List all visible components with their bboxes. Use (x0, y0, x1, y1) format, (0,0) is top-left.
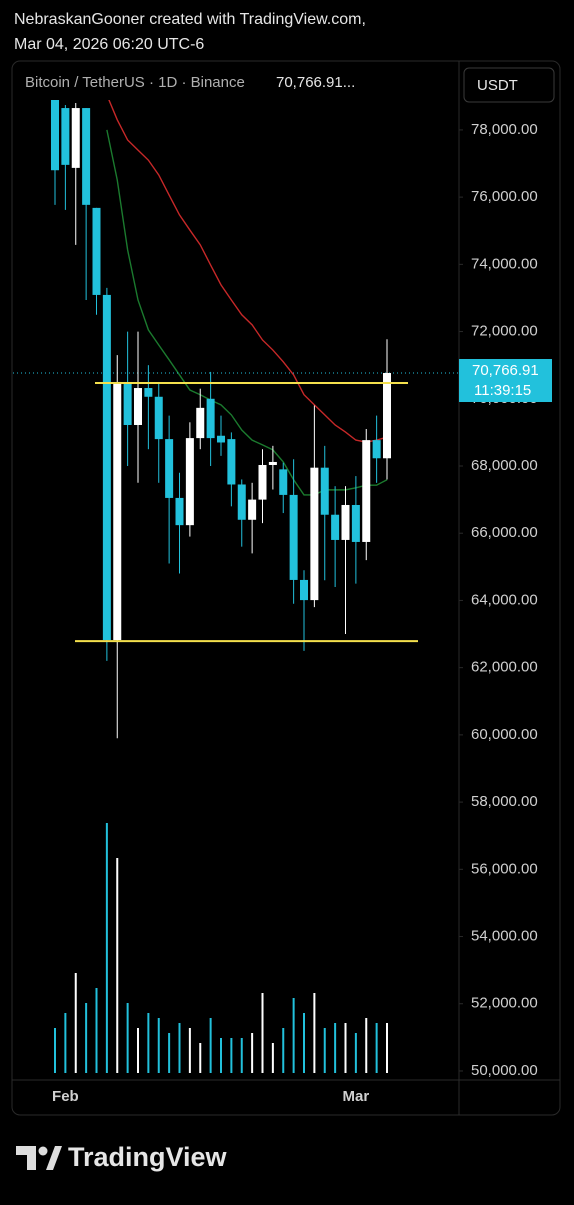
candle-body (320, 467, 329, 515)
volume-bar (85, 1003, 88, 1073)
candle-body (289, 494, 298, 580)
y-tick-label: 66,000.00 (471, 524, 538, 541)
y-tick-label: 64,000.00 (471, 591, 538, 608)
candle-body (362, 440, 371, 542)
candle-body (82, 108, 91, 205)
candle-body (51, 100, 59, 171)
moving-average (108, 100, 388, 443)
volume-bar (157, 1018, 160, 1073)
candle-body (123, 381, 132, 425)
price-badge (459, 359, 552, 403)
candle-body (279, 469, 288, 495)
volume-bar (313, 993, 316, 1073)
volume-bar (220, 1038, 222, 1073)
y-tick-label: 62,000.00 (471, 659, 538, 676)
x-tick-label: Feb (52, 1088, 79, 1105)
volume-bar (230, 1038, 233, 1073)
candle-body (206, 398, 215, 439)
volume-bar (188, 1028, 191, 1073)
last-value: 70,766.91... (276, 74, 355, 91)
volume-bar (251, 1033, 254, 1073)
candle-body (351, 504, 360, 542)
volume-bar (137, 1028, 139, 1073)
candle-body (61, 108, 70, 165)
price-badge-countdown: 11:39:15 (474, 382, 531, 399)
candle-body (71, 108, 80, 168)
candle-body (154, 396, 163, 440)
volume-bar (354, 1033, 357, 1073)
candle-body (113, 381, 122, 641)
candle-body (144, 388, 153, 397)
currency-button[interactable] (463, 67, 555, 103)
y-tick-label: 68,000.00 (471, 457, 538, 474)
candle-body (258, 464, 267, 500)
x-tick-label: Mar (343, 1088, 370, 1105)
volume-bar (240, 1038, 243, 1073)
candle-body (372, 440, 381, 459)
volume-bar (147, 1013, 150, 1073)
candle-body (300, 579, 308, 601)
candle-body (237, 484, 246, 520)
candle-body (134, 388, 142, 425)
volume-bar (386, 1023, 388, 1073)
volume-bar (282, 1028, 285, 1073)
y-tick-label: 50,000.00 (471, 1062, 538, 1079)
volume-bar (365, 1018, 368, 1073)
candle-body (227, 439, 236, 485)
author-line: NebraskanGooner created with TradingView… (14, 11, 366, 28)
candle-body (331, 514, 340, 540)
y-tick-label: 74,000.00 (471, 255, 538, 272)
logo-text: TradingView (68, 1142, 228, 1172)
volume-bar (126, 1003, 129, 1073)
volume-bar (168, 1033, 171, 1073)
volume-bar (334, 1023, 337, 1073)
candle-body (175, 497, 184, 526)
y-tick-label: 60,000.00 (471, 726, 538, 743)
candle-body (165, 439, 174, 498)
volume-bar (344, 1023, 347, 1073)
volume-bar (303, 1013, 305, 1073)
moving-average (106, 129, 388, 496)
candle-body (248, 499, 257, 520)
volume-bar (116, 858, 119, 1073)
y-tick-label: 76,000.00 (471, 188, 538, 205)
volume-bar (74, 973, 77, 1073)
volume-bar (375, 1023, 378, 1073)
y-tick-label: 58,000.00 (471, 793, 538, 810)
volume-bar (95, 988, 98, 1073)
candle-body (383, 373, 391, 459)
candle-body (185, 438, 194, 526)
y-tick-label: 78,000.00 (471, 121, 538, 138)
volume-bar (178, 1023, 181, 1073)
volume-bar (209, 1018, 212, 1073)
candle-body (196, 407, 205, 439)
candle-body (341, 504, 350, 540)
candle-body (217, 435, 225, 443)
candle-body (268, 461, 277, 465)
date-line: Mar 04, 2026 06:20 UTC-6 (14, 36, 204, 53)
symbol-label: Bitcoin / TetherUS · 1D · Binance (25, 74, 245, 91)
candle-body (92, 207, 101, 295)
volume-bar (323, 1028, 326, 1073)
currency-label[interactable]: USDT (477, 77, 518, 94)
y-tick-label: 56,000.00 (471, 860, 538, 877)
volume-bar (292, 998, 295, 1073)
volume-bar (261, 993, 264, 1073)
volume-bar (199, 1043, 202, 1073)
y-tick-label: 52,000.00 (471, 995, 538, 1012)
volume-bar (54, 1028, 56, 1073)
y-tick-label: 72,000.00 (471, 323, 538, 340)
volume-bar (271, 1043, 274, 1073)
price-badge-value: 70,766.91 (472, 362, 539, 379)
volume-bar (105, 823, 108, 1073)
chart-frame (11, 60, 561, 1116)
plot (13, 100, 458, 1073)
volume-bar (64, 1013, 67, 1073)
y-tick-label: 54,000.00 (471, 927, 538, 944)
logo-icon (16, 1146, 62, 1170)
candle-body (310, 467, 319, 601)
candle-body (102, 294, 111, 641)
